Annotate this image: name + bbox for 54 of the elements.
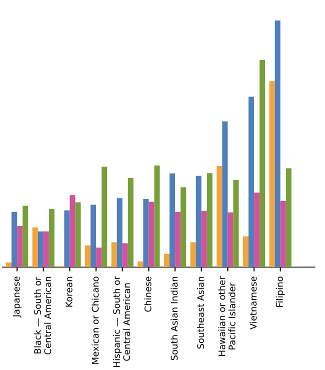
bar xyxy=(254,192,260,268)
bar xyxy=(17,226,23,268)
bar xyxy=(260,60,266,268)
bar xyxy=(90,204,96,268)
bar xyxy=(190,242,196,268)
bar xyxy=(248,96,254,268)
bar xyxy=(216,166,222,268)
x-tick-label: Mexican or Chicano xyxy=(92,276,99,364)
bar xyxy=(154,166,160,268)
bar xyxy=(128,178,134,268)
x-tick-label: Korean xyxy=(66,276,72,307)
bar xyxy=(170,173,176,268)
bar xyxy=(6,262,12,268)
bar xyxy=(286,168,292,268)
bar xyxy=(138,261,144,268)
bar xyxy=(111,242,117,268)
bar xyxy=(228,212,234,268)
bar xyxy=(70,195,76,268)
x-tick-label: Japanese xyxy=(12,276,22,318)
bar xyxy=(48,208,54,268)
bar xyxy=(122,243,128,268)
bar xyxy=(242,236,249,268)
bar xyxy=(269,81,275,268)
bar xyxy=(233,180,239,268)
bar xyxy=(12,212,18,268)
bar xyxy=(38,231,44,268)
bar xyxy=(75,202,81,268)
bar xyxy=(222,121,228,268)
bar xyxy=(43,231,49,268)
bar xyxy=(85,245,91,268)
bar xyxy=(96,248,102,268)
x-tick-label: Southeast Asian xyxy=(197,276,204,349)
x-tick-label: Black — South or Central American xyxy=(34,276,52,354)
x-tick-label: Filipino xyxy=(276,276,285,307)
bar xyxy=(32,227,38,268)
bar xyxy=(164,254,170,268)
x-tick-label: Hawaiian or other Pacific Islander xyxy=(218,276,236,356)
bar xyxy=(22,206,28,268)
bar xyxy=(280,201,286,268)
bar xyxy=(206,173,212,268)
bar xyxy=(196,176,202,268)
x-tick-label: Hispanic — South or Central American xyxy=(112,276,130,367)
bar xyxy=(116,198,122,268)
bar xyxy=(64,210,70,268)
bar xyxy=(274,20,280,268)
x-tick-label: Vietnamese xyxy=(250,276,257,330)
bar xyxy=(201,210,207,268)
bar xyxy=(148,202,154,268)
bar xyxy=(143,199,149,268)
bar xyxy=(180,187,186,268)
x-tick-label: Chinese xyxy=(144,276,152,312)
bar xyxy=(175,212,181,268)
bar xyxy=(102,166,108,268)
x-tick-label: South Asian Indian xyxy=(170,276,178,360)
